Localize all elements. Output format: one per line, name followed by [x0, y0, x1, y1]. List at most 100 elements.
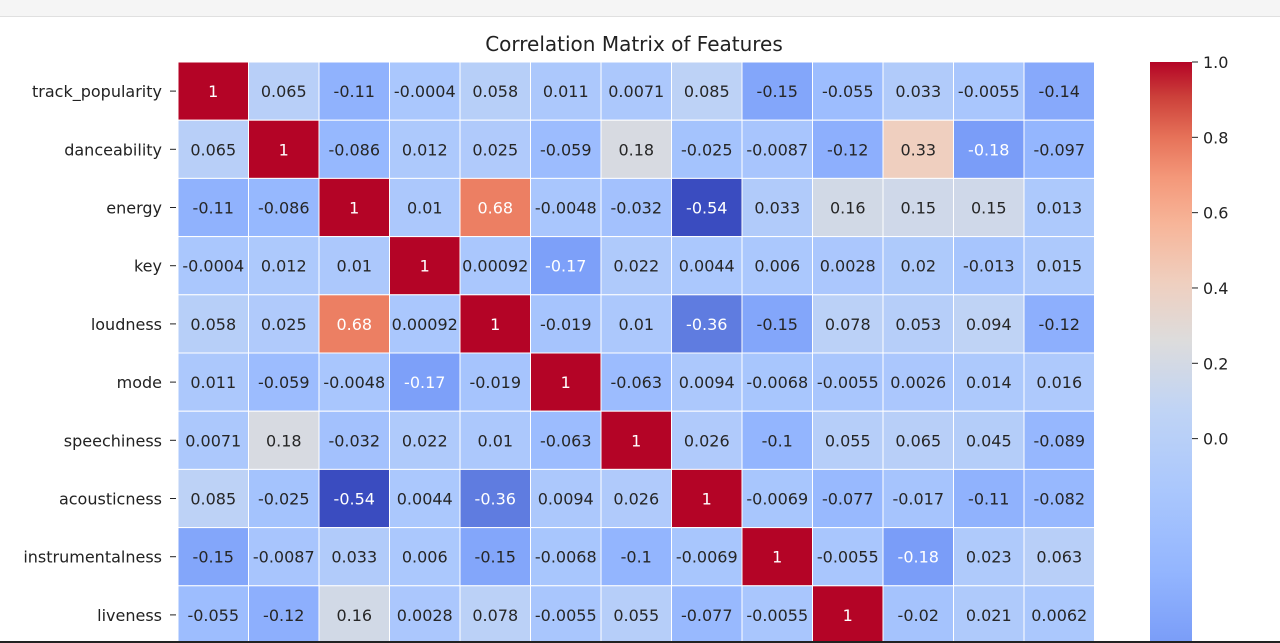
- heatmap-cell: [248, 585, 320, 643]
- cell-value-label: -0.0069: [676, 548, 738, 567]
- heatmap-cell: [882, 236, 954, 296]
- heatmap-cell: [530, 527, 602, 587]
- cell-value-label: 0.16: [830, 199, 866, 218]
- row-label: mode: [117, 373, 162, 392]
- heatmap-cell: [177, 119, 249, 179]
- heatmap-cell: [389, 119, 461, 179]
- heatmap-cell: [318, 236, 390, 296]
- cell-value-label: -0.18: [898, 548, 939, 567]
- cell-value-label: -0.0048: [323, 373, 385, 392]
- cell-value-label: 0.033: [331, 548, 377, 567]
- cell-value-label: 0.015: [1036, 257, 1082, 276]
- cell-value-label: -0.0068: [746, 373, 808, 392]
- row-label: key: [134, 257, 162, 276]
- cell-value-label: -0.0055: [817, 548, 879, 567]
- heatmap-cell: [459, 119, 531, 179]
- cell-value-label: -0.54: [686, 199, 727, 218]
- cell-value-label: 0.0044: [397, 490, 453, 509]
- cell-value-label: 0.016: [1036, 373, 1082, 392]
- heatmap-cell: [318, 294, 390, 354]
- cell-value-label: -0.0004: [394, 82, 456, 101]
- cell-value-label: -0.097: [1033, 140, 1085, 159]
- cell-value-label: 1: [279, 140, 289, 159]
- heatmap-cell: [177, 410, 249, 470]
- cell-value-label: 0.014: [966, 373, 1012, 392]
- heatmap-cell: [389, 410, 461, 470]
- heatmap-cell: [741, 468, 813, 529]
- heatmap-cell: [600, 119, 672, 179]
- cell-value-label: -0.032: [610, 199, 662, 218]
- cell-value-label: -0.0087: [253, 548, 315, 567]
- heatmap-cell: [459, 177, 531, 238]
- cell-value-label: -0.15: [193, 548, 234, 567]
- cell-value-label: 0.045: [966, 431, 1012, 450]
- cell-value-label: -0.36: [475, 490, 516, 509]
- cell-value-label: 0.055: [825, 431, 871, 450]
- cell-value-label: 0.033: [754, 199, 800, 218]
- cell-value-label: 0.0028: [820, 257, 876, 276]
- heatmap-cell: [459, 294, 531, 354]
- cell-value-label: -0.0055: [535, 606, 597, 625]
- cell-value-label: -0.0069: [746, 490, 808, 509]
- heatmap-cell: [1023, 527, 1095, 587]
- cell-value-label: -0.12: [827, 140, 868, 159]
- cell-value-label: 0.026: [684, 431, 730, 450]
- heatmap-cell: [177, 61, 249, 121]
- heatmap-cell: [741, 527, 813, 587]
- cell-value-label: 0.02: [900, 257, 936, 276]
- cell-value-label: 0.012: [261, 257, 307, 276]
- cell-value-label: -0.15: [757, 315, 798, 334]
- heatmap-cell: [953, 61, 1025, 121]
- heatmap-cell: [882, 468, 954, 529]
- cell-value-label: -0.013: [963, 257, 1015, 276]
- cell-value-label: 0.085: [190, 490, 236, 509]
- row-label: track_popularity: [32, 82, 162, 102]
- heatmap-cell: [177, 585, 249, 643]
- heatmap-cell: [1023, 410, 1095, 470]
- heatmap-cell: [389, 352, 461, 412]
- cell-value-label: 0.006: [754, 257, 800, 276]
- heatmap-cell: [953, 527, 1025, 587]
- bottom-border: [0, 641, 1280, 643]
- heatmap-cell: [600, 177, 672, 238]
- cell-value-label: -0.077: [681, 606, 733, 625]
- heatmap-cell: [530, 585, 602, 643]
- row-label: danceability: [64, 140, 162, 159]
- heatmap-cell: [812, 468, 884, 529]
- heatmap-cell: [177, 468, 249, 529]
- heatmap-cell: [177, 294, 249, 354]
- cell-value-label: -0.12: [263, 606, 304, 625]
- heatmap-cell: [600, 61, 672, 121]
- cell-value-label: -0.11: [968, 490, 1009, 509]
- heatmap-cell: [741, 177, 813, 238]
- heatmap-cell: [530, 352, 602, 412]
- heatmap-cell: [812, 410, 884, 470]
- cell-value-label: 0.065: [895, 431, 941, 450]
- heatmap-cell: [671, 585, 743, 643]
- cell-value-label: -0.063: [540, 431, 592, 450]
- cell-value-label: -0.0087: [746, 140, 808, 159]
- cell-value-label: -0.1: [621, 548, 652, 567]
- heatmap-cell: [882, 294, 954, 354]
- cell-value-label: 0.0062: [1031, 606, 1087, 625]
- heatmap-cell: [600, 294, 672, 354]
- cell-value-label: -0.0055: [746, 606, 808, 625]
- cell-value-label: 1: [561, 373, 571, 392]
- colorbar: 1.0 0.8 0.6 0.4 0.2 0.0: [1150, 53, 1228, 642]
- cell-value-label: 0.0071: [185, 431, 241, 450]
- heatmap-cell: [741, 410, 813, 470]
- colorbar-gradient: [1150, 62, 1192, 642]
- heatmap-cell: [812, 61, 884, 121]
- cell-value-label: 0.078: [825, 315, 871, 334]
- heatmap-cell: [1023, 294, 1095, 354]
- cell-value-label: -0.15: [475, 548, 516, 567]
- heatmap-cell: [318, 468, 390, 529]
- row-label: instrumentalness: [23, 548, 162, 567]
- cell-value-label: 0.022: [402, 431, 448, 450]
- cell-value-label: 0.011: [190, 373, 236, 392]
- heatmap-cell: [459, 585, 531, 643]
- heatmap-cell: [741, 585, 813, 643]
- heatmap-cell: [671, 294, 743, 354]
- cell-value-label: 0.68: [477, 199, 513, 218]
